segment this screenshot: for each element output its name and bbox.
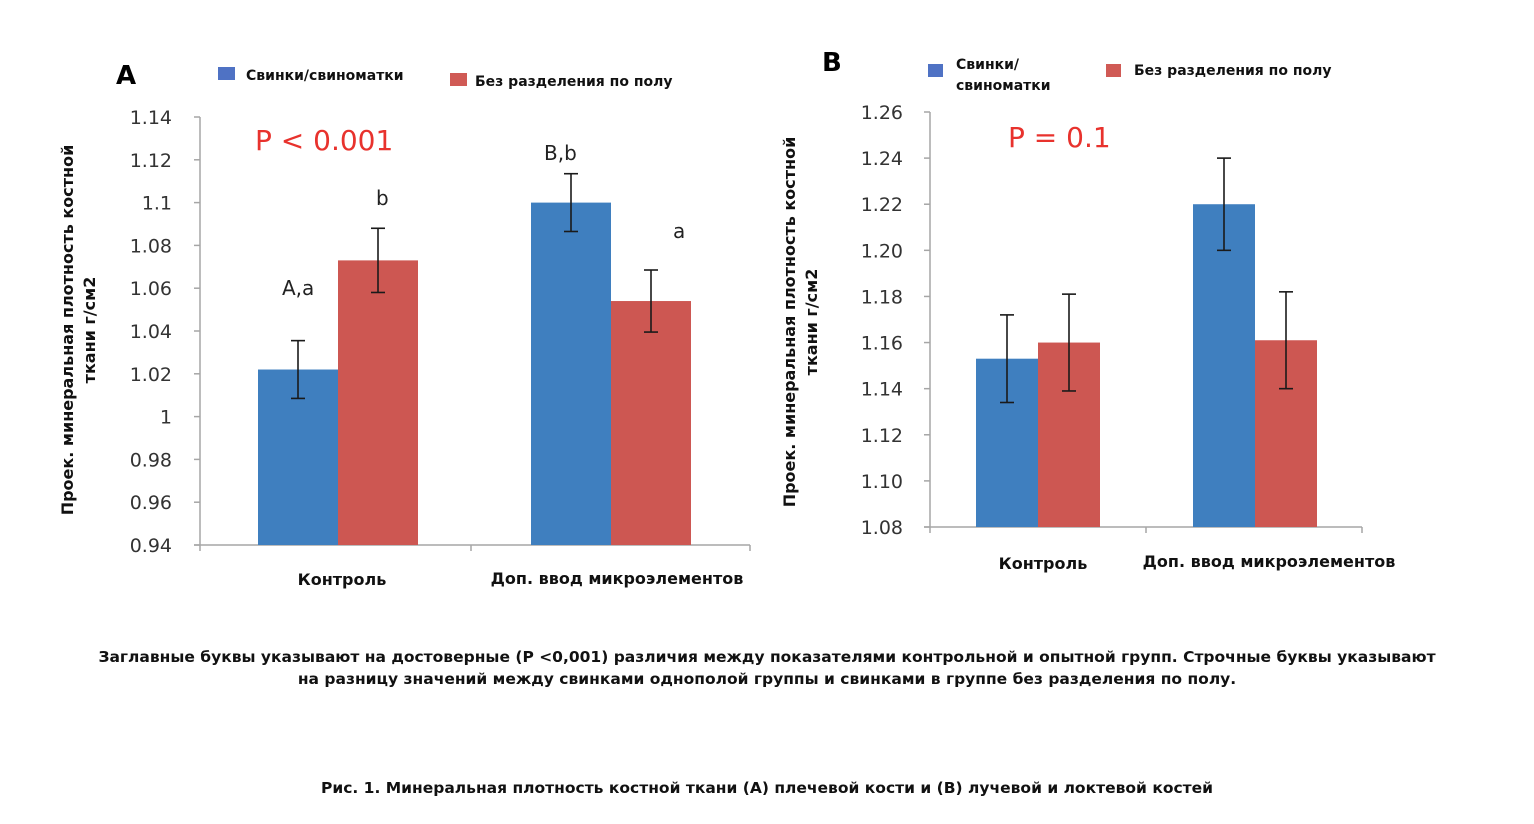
p-value-annotation-a: P < 0.001 [255,124,393,157]
figure: A Свинки/свиноматки Без разделения по по… [58,48,1395,589]
y-tick-label: 1.08 [130,235,172,257]
legend-swatch-series1-a [218,67,235,80]
p-value-annotation-b: P = 0.1 [1008,121,1111,154]
y-tick-label: 1.04 [130,321,172,343]
y-tick-label: 1.22 [861,194,903,216]
legend-label-series2-a: Без разделения по полу [475,74,673,90]
bar-series1 [531,202,611,545]
category-label-supplement-b: Доп. ввод микроэлементов [1143,552,1396,571]
y-tick-label: 1.16 [861,333,903,355]
y-tick-label: 1.06 [130,278,172,300]
y-axis-label-line2-b: ткани г/см2 [802,269,821,376]
y-axis-label-line1-a: Проек. минеральная плотность костной [58,145,77,516]
y-tick-label: 1.14 [861,379,903,401]
y-tick-label: 1.26 [861,102,903,124]
legend-swatch-series2-a [450,73,467,86]
y-tick-label: 1.12 [130,150,172,172]
axes-a: 0.94 0.96 0.98 1 1.02 1.04 1.06 1.08 1.1 1.12 1.14 [130,107,751,557]
y-tick-label: 0.98 [130,449,172,471]
significance-label: b [376,186,389,210]
bars-a: A,a b B,b a [258,141,691,545]
chart-a: A Свинки/свиноматки Без разделения по по… [58,61,751,589]
y-tick-label: 1 [160,407,172,429]
figure-note-line2: на разницу значений между свинками одноп… [297,670,1237,688]
category-label-control-a: Контроль [298,570,387,589]
legend-swatch-series1-b [928,64,943,77]
legend-label-series2-b: Без разделения по полу [1134,63,1332,79]
y-tick-label: 1.20 [861,240,903,262]
y-tick-label: 1.24 [861,148,903,170]
significance-label: B,b [544,141,577,165]
y-tick-label: 1.1 [142,193,172,215]
category-label-supplement-a: Доп. ввод микроэлементов [491,569,744,588]
legend-label-series1-a: Свинки/свиноматки [246,68,404,84]
y-tick-label: 1.14 [130,107,172,129]
figure-caption: Рис. 1. Минеральная плотность костной тк… [320,779,1214,797]
bars-b [976,157,1317,527]
chart-b: B Свинки/ свиноматки Без разделения по п… [780,48,1395,573]
y-tick-label: 0.96 [130,492,172,514]
y-tick-label: 1.12 [861,425,903,447]
category-label-control-b: Контроль [999,554,1088,573]
figure-note-line1: Заглавные буквы указывают на достоверные… [98,648,1436,666]
y-tick-label: 1.08 [861,517,903,539]
significance-label: A,a [282,276,314,300]
bar-series2 [338,260,418,545]
legend-swatch-series2-b [1106,64,1121,77]
bar-series2 [611,301,691,545]
legend-label-series1-b-line1: Свинки/ [956,57,1020,73]
panel-letter-b: B [822,48,842,78]
y-tick-label: 1.18 [861,286,903,308]
significance-label: a [673,219,685,243]
y-axis-label-line2-a: ткани г/см2 [80,277,99,384]
bar-series1 [1193,204,1255,527]
y-tick-label: 0.94 [130,535,172,557]
legend-label-series1-b-line2: свиноматки [956,78,1051,94]
y-tick-label: 1.10 [861,471,903,493]
panel-letter-a: A [116,61,136,91]
y-axis-label-line1-b: Проек. минеральная плотность костной [780,137,799,508]
y-tick-label: 1.02 [130,364,172,386]
